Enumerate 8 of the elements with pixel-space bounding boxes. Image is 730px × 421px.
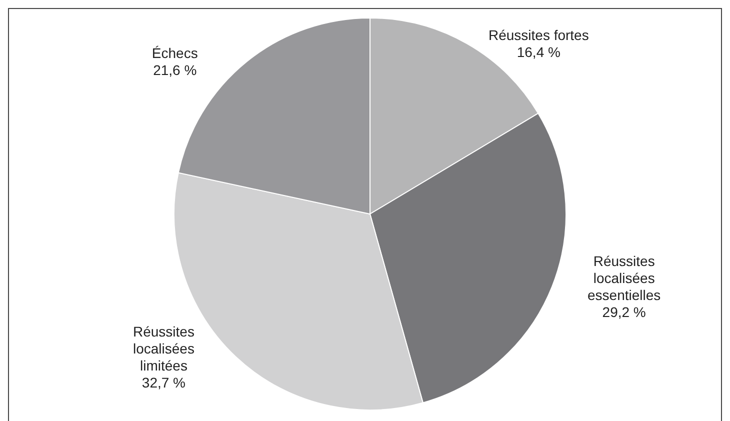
slice-label: Réussites localisées limitées [132,323,194,374]
slice-label: Réussites fortes [488,26,589,43]
data-label: 21,6 % [153,62,197,78]
slice-label: Échecs [152,45,198,62]
data-label: 29,2 % [602,304,646,320]
data-label: 32,7 % [142,374,186,390]
slice-label: Réussites localisées essentielles [588,253,661,304]
data-label: 16,4 % [516,44,560,60]
